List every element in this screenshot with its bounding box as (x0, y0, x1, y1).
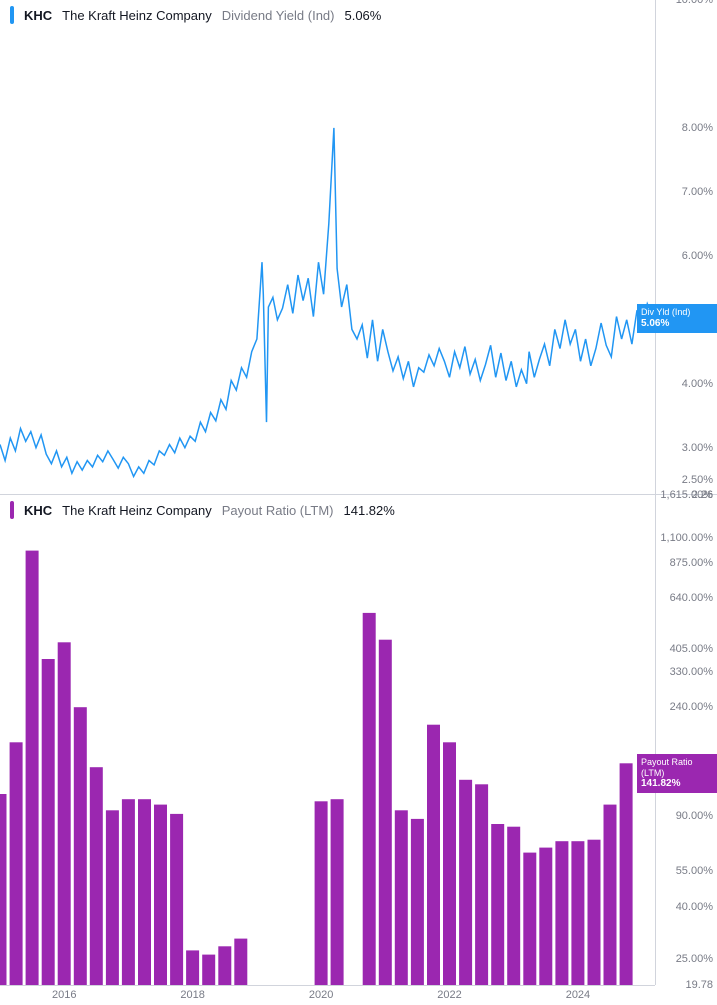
x-tick-label: 2022 (437, 989, 461, 1001)
payout-ratio-bar (154, 805, 167, 985)
bottom-badge-value: 141.82% (641, 778, 713, 790)
y-tick-label: 3.00% (682, 442, 713, 454)
payout-ratio-bar (620, 763, 633, 985)
dividend-yield-line (0, 128, 652, 477)
top-metric-label: Dividend Yield (Ind) (222, 8, 335, 23)
y-tick-label: 19.78 (685, 979, 713, 991)
y-tick-label: 1,100.00% (660, 532, 713, 544)
bottom-chart-area[interactable] (0, 495, 655, 985)
payout-ratio-bar (315, 801, 328, 985)
payout-ratio-bar (571, 841, 584, 985)
ticker-symbol[interactable]: KHC (24, 8, 52, 23)
payout-ratio-panel: KHC The Kraft Heinz Company Payout Ratio… (0, 495, 717, 1005)
payout-ratio-bar (90, 767, 103, 985)
payout-ratio-bar (331, 799, 344, 985)
payout-ratio-bar (379, 640, 392, 985)
payout-ratio-bar (234, 939, 247, 985)
x-tick-label: 2016 (52, 989, 76, 1001)
series-color-bar-top (10, 6, 14, 24)
y-tick-label: 6.00% (682, 250, 713, 262)
payout-ratio-bar (122, 799, 135, 985)
dividend-yield-panel: KHC The Kraft Heinz Company Dividend Yie… (0, 0, 717, 495)
payout-ratio-bar (106, 810, 119, 985)
payout-ratio-bar (218, 946, 231, 985)
payout-ratio-bar (539, 848, 552, 985)
bottom-metric-value: 141.82% (344, 503, 395, 518)
top-chart-area[interactable] (0, 0, 655, 494)
bottom-badge-label: Payout Ratio (LTM) (641, 757, 713, 779)
payout-ratio-bar (170, 814, 183, 985)
payout-ratio-bar (443, 742, 456, 985)
payout-ratio-bar (411, 819, 424, 985)
payout-ratio-bar (202, 955, 215, 985)
payout-ratio-bar (523, 853, 536, 985)
y-tick-label: 55.00% (676, 865, 713, 877)
payout-ratio-bar (363, 613, 376, 985)
payout-ratio-bar (10, 742, 23, 985)
x-tick-label: 2024 (566, 989, 590, 1001)
payout-ratio-bar (186, 950, 199, 985)
y-tick-label: 405.00% (670, 643, 713, 655)
series-color-bar-bottom (10, 501, 14, 519)
y-tick-label: 90.00% (676, 810, 713, 822)
y-tick-label: 875.00% (670, 557, 713, 569)
top-header: KHC The Kraft Heinz Company Dividend Yie… (6, 4, 385, 26)
y-tick-label: 10.00% (676, 0, 713, 6)
y-tick-label: 1,615.00% (660, 489, 713, 501)
payout-ratio-bar (395, 810, 408, 985)
y-tick-label: 330.00% (670, 666, 713, 678)
y-tick-label: 640.00% (670, 592, 713, 604)
x-tick-label: 2018 (180, 989, 204, 1001)
payout-ratio-bar (555, 841, 568, 985)
payout-ratio-bar (507, 827, 520, 985)
top-value-badge: Div Yld (Ind) 5.06% (637, 304, 717, 333)
payout-ratio-bar (459, 780, 472, 985)
bottom-value-badge: Payout Ratio (LTM) 141.82% (637, 754, 717, 794)
ticker-symbol[interactable]: KHC (24, 503, 52, 518)
payout-ratio-bar (588, 840, 601, 985)
y-tick-label: 40.00% (676, 901, 713, 913)
payout-ratio-bar (475, 784, 488, 985)
payout-ratio-bar (58, 642, 71, 985)
company-name: The Kraft Heinz Company (62, 503, 212, 518)
payout-ratio-bar (0, 794, 7, 985)
top-badge-label: Div Yld (Ind) (641, 307, 713, 318)
top-badge-value: 5.06% (641, 318, 713, 330)
y-tick-label: 240.00% (670, 701, 713, 713)
y-tick-label: 4.00% (682, 378, 713, 390)
payout-ratio-bar (138, 799, 151, 985)
bottom-y-axis[interactable]: 1,615.00%1,100.00%875.00%640.00%405.00%3… (655, 495, 717, 985)
payout-ratio-bar (604, 805, 617, 985)
bottom-header: KHC The Kraft Heinz Company Payout Ratio… (6, 499, 399, 521)
bottom-metric-label: Payout Ratio (LTM) (222, 503, 334, 518)
payout-ratio-bar (26, 551, 39, 985)
top-metric-value: 5.06% (344, 8, 381, 23)
y-tick-label: 8.00% (682, 122, 713, 134)
top-y-axis[interactable]: 10.00%8.00%7.00%6.00%5.00%4.00%3.00%2.50… (655, 0, 717, 494)
payout-ratio-bar (427, 725, 440, 985)
y-tick-label: 25.00% (676, 953, 713, 965)
payout-ratio-bar (491, 824, 504, 985)
payout-ratio-bar (42, 659, 55, 985)
company-name: The Kraft Heinz Company (62, 8, 212, 23)
x-tick-label: 2020 (309, 989, 333, 1001)
x-axis[interactable]: 2016 2018 2020 2022 2024 (0, 985, 655, 1005)
y-tick-label: 7.00% (682, 186, 713, 198)
payout-ratio-bar (74, 707, 87, 985)
y-tick-label: 2.50% (682, 474, 713, 486)
